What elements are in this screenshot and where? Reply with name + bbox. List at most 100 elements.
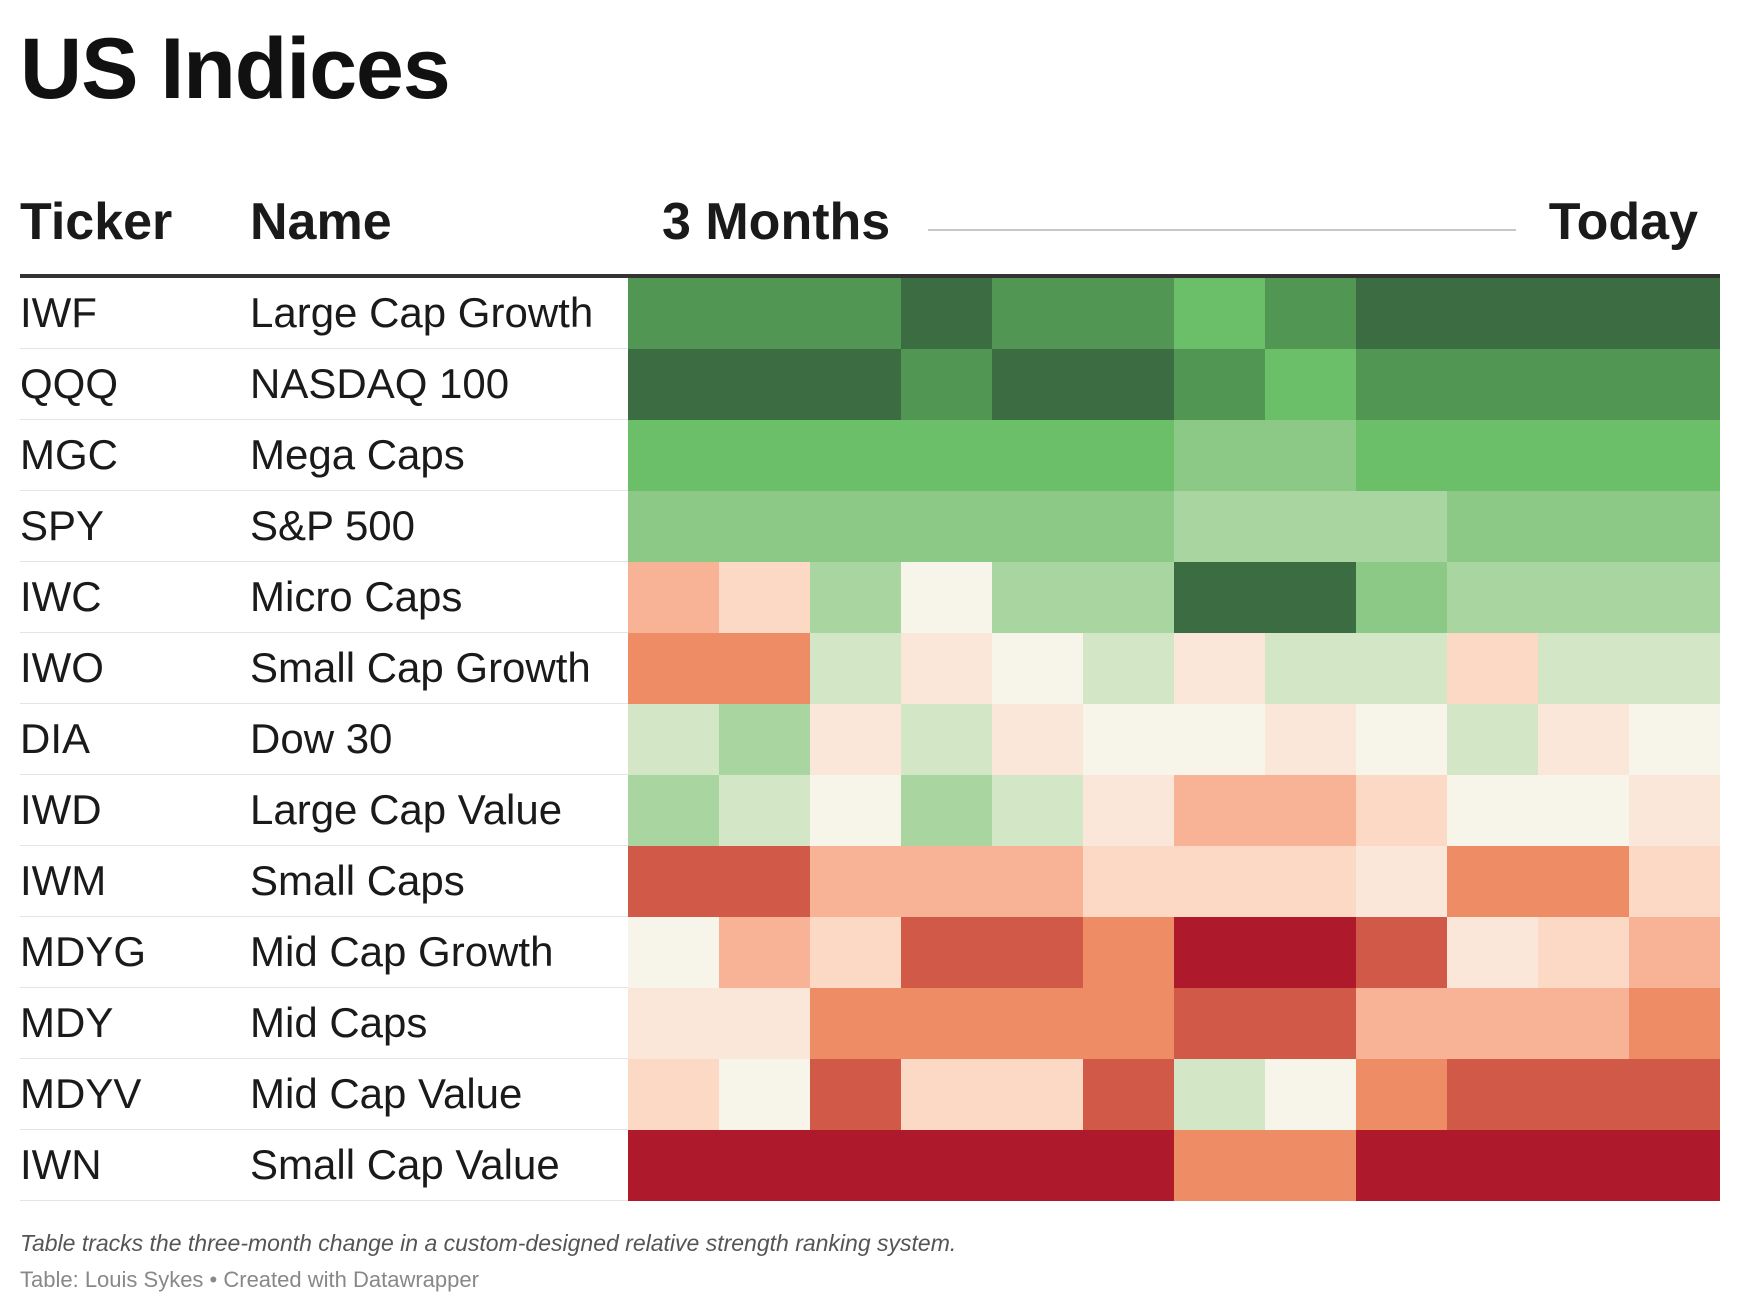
ticker-cell: MGC [20, 431, 118, 478]
heat-cell [1356, 278, 1447, 349]
heat-cell [719, 349, 810, 420]
heat-strip [628, 1130, 1720, 1201]
heat-cell [901, 278, 992, 349]
source-credit: Table: Louis Sykes • Created with Datawr… [20, 1267, 479, 1292]
table-row: MDYG Mid Cap Growth [20, 917, 1720, 988]
ticker-cell: MDY [20, 999, 114, 1046]
heat-cell [1265, 562, 1356, 633]
name-cell: Dow 30 [250, 715, 393, 762]
table-row: IWN Small Cap Value [20, 1130, 1720, 1201]
heat-cell [1083, 704, 1174, 775]
column-header-ticker[interactable]: Ticker [20, 193, 173, 251]
header-rule [20, 274, 1720, 278]
heat-cell [1447, 420, 1538, 491]
heat-cell [628, 775, 719, 846]
ticker-cell: IWC [20, 573, 102, 620]
heat-cell [1265, 917, 1356, 988]
heat-cell [1174, 349, 1265, 420]
table-row: MDY Mid Caps [20, 988, 1720, 1059]
table-row: SPY S&P 500 [20, 491, 1720, 562]
heat-cell [992, 917, 1083, 988]
heat-cell [1083, 420, 1174, 491]
heat-cell [810, 278, 901, 349]
heat-cell [1538, 349, 1629, 420]
heat-cell [992, 704, 1083, 775]
heat-cell [810, 1130, 901, 1201]
heat-cell [628, 1059, 719, 1130]
heat-cell [992, 278, 1083, 349]
heat-cell [810, 420, 901, 491]
name-cell: NASDAQ 100 [250, 360, 510, 407]
heat-cell [901, 988, 992, 1059]
page-title: US Indices [20, 21, 451, 117]
heat-cell [1356, 491, 1447, 562]
heat-cell [1356, 562, 1447, 633]
heat-strip [628, 491, 1720, 562]
heat-strip [628, 704, 1720, 775]
heat-strip [628, 1059, 1720, 1130]
heat-cell [1538, 278, 1629, 349]
heat-cell [719, 491, 810, 562]
heat-cell [1083, 1059, 1174, 1130]
heat-cell [901, 633, 992, 704]
name-cell: Mid Cap Value [250, 1070, 523, 1117]
column-header-3-months: 3 Months [662, 193, 891, 251]
heat-strip [628, 420, 1720, 491]
heat-cell [719, 988, 810, 1059]
heat-cell [1538, 1130, 1629, 1201]
heat-cell [719, 420, 810, 491]
ticker-cell: QQQ [20, 360, 119, 407]
heat-cell [1447, 846, 1538, 917]
heat-cell [1629, 1130, 1720, 1201]
heat-cell [719, 633, 810, 704]
heat-cell [719, 1059, 810, 1130]
heatmap-table: IWF Large Cap Growth QQQ NASDAQ 100 MGC Mega … [20, 278, 1720, 1201]
heat-cell [1265, 704, 1356, 775]
heat-cell [1447, 349, 1538, 420]
heat-cell [1174, 1059, 1265, 1130]
heat-cell [628, 988, 719, 1059]
heat-cell [1174, 704, 1265, 775]
heat-cell [1629, 278, 1720, 349]
ticker-cell: IWN [20, 1141, 102, 1188]
name-cell: Mid Cap Growth [250, 928, 554, 975]
heat-cell [1629, 1059, 1720, 1130]
heat-cell [628, 1130, 719, 1201]
heat-cell [1447, 1059, 1538, 1130]
table-row: DIA Dow 30 [20, 704, 1720, 775]
heat-cell [1083, 988, 1174, 1059]
name-cell: Mid Caps [250, 999, 428, 1046]
heat-cell [1083, 278, 1174, 349]
heat-cell [1447, 988, 1538, 1059]
heat-cell [1629, 420, 1720, 491]
heat-cell [1356, 775, 1447, 846]
heat-cell [901, 775, 992, 846]
heat-cell [810, 1059, 901, 1130]
timeline-line [928, 229, 1516, 231]
heat-cell [628, 349, 719, 420]
heat-cell [992, 349, 1083, 420]
heat-cell [1083, 917, 1174, 988]
footnote: Table tracks the three-month change in a… [20, 1230, 957, 1256]
heat-cell [1629, 491, 1720, 562]
heat-cell [1174, 491, 1265, 562]
ticker-cell: MDYG [20, 928, 146, 975]
ticker-cell: MDYV [20, 1070, 142, 1117]
heat-cell [992, 775, 1083, 846]
heat-cell [992, 491, 1083, 562]
column-header-name[interactable]: Name [250, 193, 392, 251]
heat-cell [1629, 917, 1720, 988]
heat-cell [1265, 846, 1356, 917]
heat-cell [719, 278, 810, 349]
heat-cell [810, 704, 901, 775]
heat-cell [810, 562, 901, 633]
heat-cell [1538, 704, 1629, 775]
heat-cell [719, 562, 810, 633]
heat-cell [901, 846, 992, 917]
heat-cell [1083, 349, 1174, 420]
heat-strip [628, 633, 1720, 704]
heat-strip [628, 988, 1720, 1059]
heat-cell [1265, 633, 1356, 704]
heat-cell [628, 562, 719, 633]
heat-cell [901, 917, 992, 988]
